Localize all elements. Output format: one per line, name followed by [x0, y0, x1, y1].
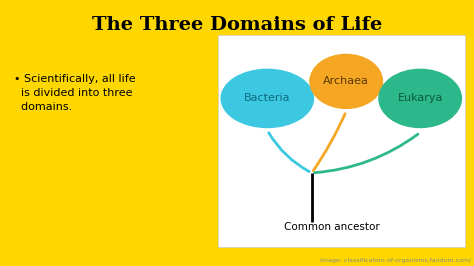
Text: Eukarya: Eukarya — [398, 93, 443, 103]
Ellipse shape — [220, 69, 314, 128]
Text: Bacteria: Bacteria — [244, 93, 291, 103]
FancyBboxPatch shape — [218, 35, 465, 247]
Text: Archaea: Archaea — [323, 76, 369, 86]
Text: Image: classification-of-organisms.fandom.com/: Image: classification-of-organisms.fando… — [320, 258, 472, 263]
Text: • Scientifically, all life
  is divided into three
  domains.: • Scientifically, all life is divided in… — [14, 74, 136, 113]
Ellipse shape — [378, 69, 462, 128]
Text: The Three Domains of Life: The Three Domains of Life — [92, 16, 382, 34]
Text: Common ancestor: Common ancestor — [283, 222, 379, 232]
Ellipse shape — [309, 54, 383, 109]
